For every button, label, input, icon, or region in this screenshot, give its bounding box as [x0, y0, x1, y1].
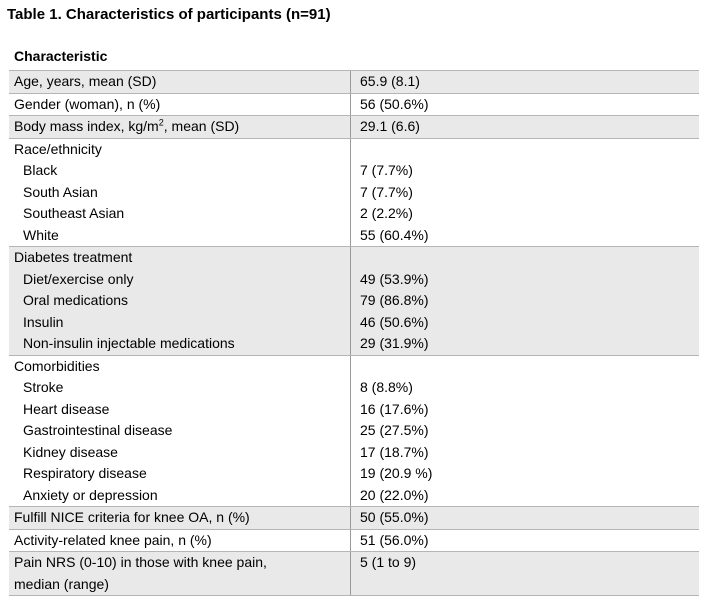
row-label: Kidney disease: [23, 443, 118, 460]
row-value: 7 (7.7%): [350, 181, 699, 203]
row-value: 16 (17.6%): [350, 398, 699, 420]
row-activity-knee-pain: Activity-related knee pain, n (%) 51 (56…: [9, 529, 699, 552]
row-label: Heart disease: [23, 400, 110, 417]
row-label: Stroke: [23, 379, 64, 395]
row-label: South Asian: [23, 183, 98, 200]
characteristics-table: Age, years, mean (SD) 65.9 (8.1) Gender …: [9, 70, 699, 596]
bmi-label-pre: Body mass index, kg/m: [14, 118, 159, 134]
row-value: 2 (2.2%): [350, 203, 699, 225]
row-label: Southeast Asian: [23, 205, 125, 221]
row-label: Body mass index, kg/m2, mean (SD): [9, 116, 350, 138]
bmi-label-post: , mean (SD): [163, 118, 240, 134]
row-value: 7 (7.7%): [350, 160, 699, 182]
row-label: Fulfill NICE criteria for knee OA, n (%): [14, 509, 250, 525]
row-label: Pain NRS (0-10) in those with knee pain,…: [9, 552, 350, 595]
row-value-empty: [350, 355, 699, 377]
row-value: 56 (50.6%): [350, 93, 699, 115]
group-diabetes-treatment: Diabetes treatment Diet/exercise only 49…: [9, 247, 699, 356]
row-label: Gender (woman), n (%): [14, 95, 161, 112]
row-pain-nrs: Pain NRS (0-10) in those with knee pain,…: [9, 552, 699, 596]
table-title: Table 1. Characteristics of participants…: [7, 6, 331, 23]
row-value: 8 (8.8%): [350, 377, 699, 399]
row-value: 46 (50.6%): [350, 311, 699, 333]
row-label: Insulin: [23, 313, 64, 330]
row-value: 79 (86.8%): [350, 290, 699, 312]
group-label: Race/ethnicity: [14, 140, 102, 157]
row-value: 55 (60.4%): [350, 224, 699, 246]
group-label: Diabetes treatment: [14, 249, 133, 265]
row-value: 50 (55.0%): [350, 507, 699, 529]
row-gender: Gender (woman), n (%) 56 (50.6%): [9, 93, 699, 116]
bmi-superscript: 2: [158, 117, 164, 128]
row-label: Respiratory disease: [23, 465, 147, 481]
row-label: Black: [23, 162, 58, 178]
row-label: Oral medications: [23, 292, 129, 308]
group-comorbidities: Comorbidities Stroke 8 (8.8%) Heart dise…: [9, 355, 699, 507]
group-race-ethnicity: Race/ethnicity Black 7 (7.7%) South Asia…: [9, 138, 699, 247]
row-value-empty: [350, 247, 699, 269]
column-header-characteristic: Characteristic: [14, 48, 108, 64]
row-label: Activity-related knee pain, n (%): [14, 531, 212, 548]
group-label: Comorbidities: [14, 357, 100, 374]
row-label: Age, years, mean (SD): [14, 73, 157, 89]
row-value: 25 (27.5%): [350, 420, 699, 442]
row-nice-criteria: Fulfill NICE criteria for knee OA, n (%)…: [9, 507, 699, 530]
row-value: 20 (22.0%): [350, 484, 699, 506]
row-value: 19 (20.9 %): [350, 463, 699, 485]
row-label: Non-insulin injectable medications: [23, 335, 235, 351]
row-value: 51 (56.0%): [350, 529, 699, 551]
row-label: Anxiety or depression: [23, 486, 158, 503]
pain-nrs-label-line1: Pain NRS (0-10) in those with knee pain,: [14, 554, 267, 570]
row-value: 5 (1 to 9): [350, 552, 699, 595]
row-value: 29.1 (6.6): [350, 116, 699, 138]
row-value-empty: [350, 138, 699, 160]
row-age: Age, years, mean (SD) 65.9 (8.1): [9, 71, 699, 94]
row-value: 49 (53.9%): [350, 268, 699, 290]
row-value: 29 (31.9%): [350, 333, 699, 355]
row-value: 65.9 (8.1): [350, 71, 699, 93]
pain-nrs-label-line2: median (range): [14, 575, 109, 592]
row-label: Diet/exercise only: [23, 270, 134, 287]
row-bmi: Body mass index, kg/m2, mean (SD) 29.1 (…: [9, 116, 699, 139]
row-label: Gastrointestinal disease: [23, 422, 173, 438]
document-page: Table 1. Characteristics of participants…: [0, 6, 702, 596]
row-label: White: [23, 226, 59, 243]
row-value: 17 (18.7%): [350, 441, 699, 463]
